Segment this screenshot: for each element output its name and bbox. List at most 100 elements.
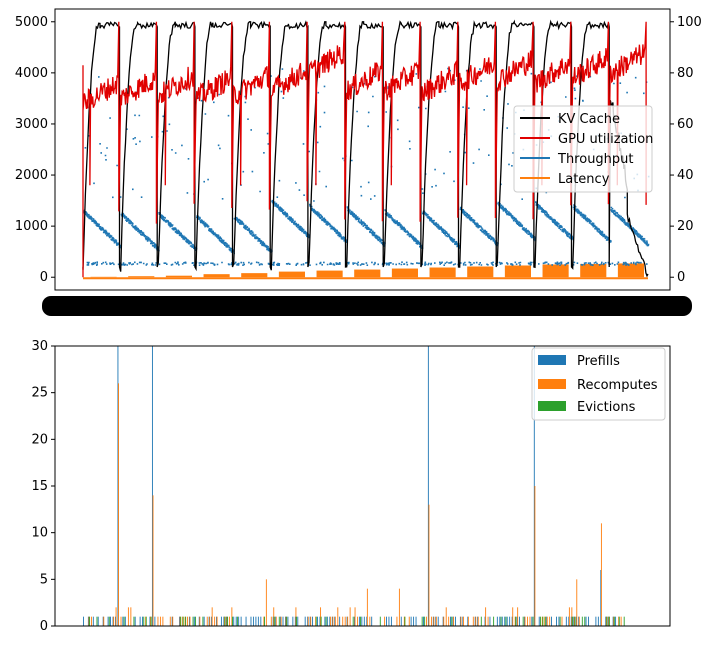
prefills-bar bbox=[588, 617, 589, 626]
evictions-bar bbox=[501, 617, 502, 626]
evictions-bar bbox=[326, 617, 327, 626]
legend-latency-label: Latency bbox=[558, 172, 610, 187]
prefills-bar bbox=[558, 617, 559, 626]
recomputes-bar bbox=[547, 617, 548, 626]
evictions-bar bbox=[185, 617, 186, 626]
recomputes-bar bbox=[473, 617, 474, 626]
latency-bar bbox=[543, 264, 569, 277]
bottom-legend: Prefills Recomputes Evictions bbox=[532, 348, 665, 420]
evictions-bar bbox=[274, 617, 275, 626]
recomputes-bar bbox=[118, 383, 119, 626]
recomputes-bar bbox=[512, 607, 513, 626]
evictions-bar bbox=[545, 617, 546, 626]
legend-recomputes-swatch bbox=[538, 379, 566, 389]
prefills-bar bbox=[108, 617, 109, 626]
recomputes-bar bbox=[478, 617, 479, 626]
evictions-bar bbox=[606, 617, 607, 626]
recomputes-bar bbox=[113, 617, 114, 626]
recomputes-bar bbox=[576, 579, 577, 626]
prefills-bar bbox=[253, 617, 254, 626]
prefills-bar bbox=[556, 617, 557, 626]
prefills-bar bbox=[339, 617, 340, 626]
recomputes-bar bbox=[426, 617, 427, 626]
prefills-bar bbox=[98, 617, 99, 626]
prefills-bar bbox=[371, 617, 372, 626]
recomputes-bar bbox=[337, 607, 338, 626]
latency-bar bbox=[618, 263, 644, 277]
prefills-bar bbox=[497, 617, 498, 626]
recomputes-bar bbox=[158, 617, 159, 626]
recomputes-bar bbox=[384, 617, 385, 626]
top-legend: KV Cache GPU utilization Throughput Late… bbox=[514, 106, 653, 192]
evictions-bar bbox=[296, 617, 297, 626]
recomputes-bar bbox=[271, 617, 272, 626]
recomputes-bar bbox=[468, 617, 469, 626]
evictions-bar bbox=[89, 617, 90, 626]
bottom-y-tick-label: 10 bbox=[31, 526, 48, 541]
evictions-bar bbox=[237, 617, 238, 626]
prefills-bar bbox=[221, 617, 222, 626]
prefills-bar bbox=[615, 617, 616, 626]
recomputes-bar bbox=[91, 617, 92, 626]
recomputes-bar bbox=[431, 617, 432, 626]
prefills-bar bbox=[438, 617, 439, 626]
recomputes-bar bbox=[443, 617, 444, 626]
bottom-y-tick-label: 30 bbox=[31, 339, 48, 354]
recomputes-bar bbox=[369, 617, 370, 626]
prefills-bar bbox=[142, 617, 143, 626]
left-y-tick-label: 5000 bbox=[15, 15, 48, 30]
recomputes-bar bbox=[170, 617, 171, 626]
prefills-bar bbox=[283, 617, 284, 626]
recomputes-bar bbox=[396, 617, 397, 626]
right-y-tick-label: 100 bbox=[677, 15, 702, 30]
evictions-bar bbox=[572, 617, 573, 626]
recomputes-bar bbox=[530, 617, 531, 626]
right-y-tick-label: 60 bbox=[677, 117, 694, 132]
top-x-tick-labels bbox=[42, 296, 692, 316]
recomputes-bar bbox=[461, 617, 462, 626]
recomputes-bar bbox=[433, 617, 434, 626]
evictions-bar bbox=[202, 617, 203, 626]
recomputes-bar bbox=[345, 617, 346, 626]
recomputes-bar bbox=[162, 617, 163, 626]
recomputes-bar bbox=[172, 617, 173, 626]
evictions-bar bbox=[195, 617, 196, 626]
recomputes-bar bbox=[463, 617, 464, 626]
prefills-bar bbox=[93, 617, 94, 626]
prefills-bar bbox=[305, 617, 306, 626]
recomputes-bar bbox=[436, 617, 437, 626]
evictions-bar bbox=[316, 617, 317, 626]
recomputes-bar bbox=[153, 495, 154, 626]
evictions-bar bbox=[523, 617, 524, 626]
recomputes-bar bbox=[534, 486, 535, 626]
recomputes-bar bbox=[229, 617, 230, 626]
recomputes-bar bbox=[453, 617, 454, 626]
prefills-bar bbox=[83, 617, 84, 626]
prefills-bar bbox=[361, 617, 362, 626]
evictions-bar bbox=[505, 617, 506, 626]
recomputes-bar bbox=[308, 617, 309, 626]
recomputes-bar bbox=[160, 617, 161, 626]
recomputes-bar bbox=[103, 617, 104, 626]
prefills-bar bbox=[509, 617, 510, 626]
prefills-bar bbox=[595, 617, 596, 626]
evictions-bar bbox=[133, 617, 134, 626]
prefills-bar bbox=[364, 617, 365, 626]
bottom-y-tick-label: 5 bbox=[40, 572, 48, 587]
evictions-bar bbox=[321, 617, 322, 626]
evictions-bar bbox=[180, 617, 181, 626]
recomputes-bar bbox=[212, 607, 213, 626]
recomputes-bar bbox=[357, 617, 358, 626]
recomputes-bar bbox=[342, 617, 343, 626]
left-y-tick-label: 0 bbox=[40, 270, 48, 285]
recomputes-bar bbox=[310, 617, 311, 626]
right-y-tick-label: 80 bbox=[677, 66, 694, 81]
evictions-bar bbox=[560, 617, 561, 626]
latency-bar bbox=[317, 271, 343, 278]
evictions-bar bbox=[264, 617, 265, 626]
recomputes-bar bbox=[187, 617, 188, 626]
evictions-bar bbox=[619, 617, 620, 626]
prefills-bar bbox=[260, 617, 261, 626]
prefills-bar bbox=[194, 617, 195, 626]
prefills-bar bbox=[125, 617, 126, 626]
